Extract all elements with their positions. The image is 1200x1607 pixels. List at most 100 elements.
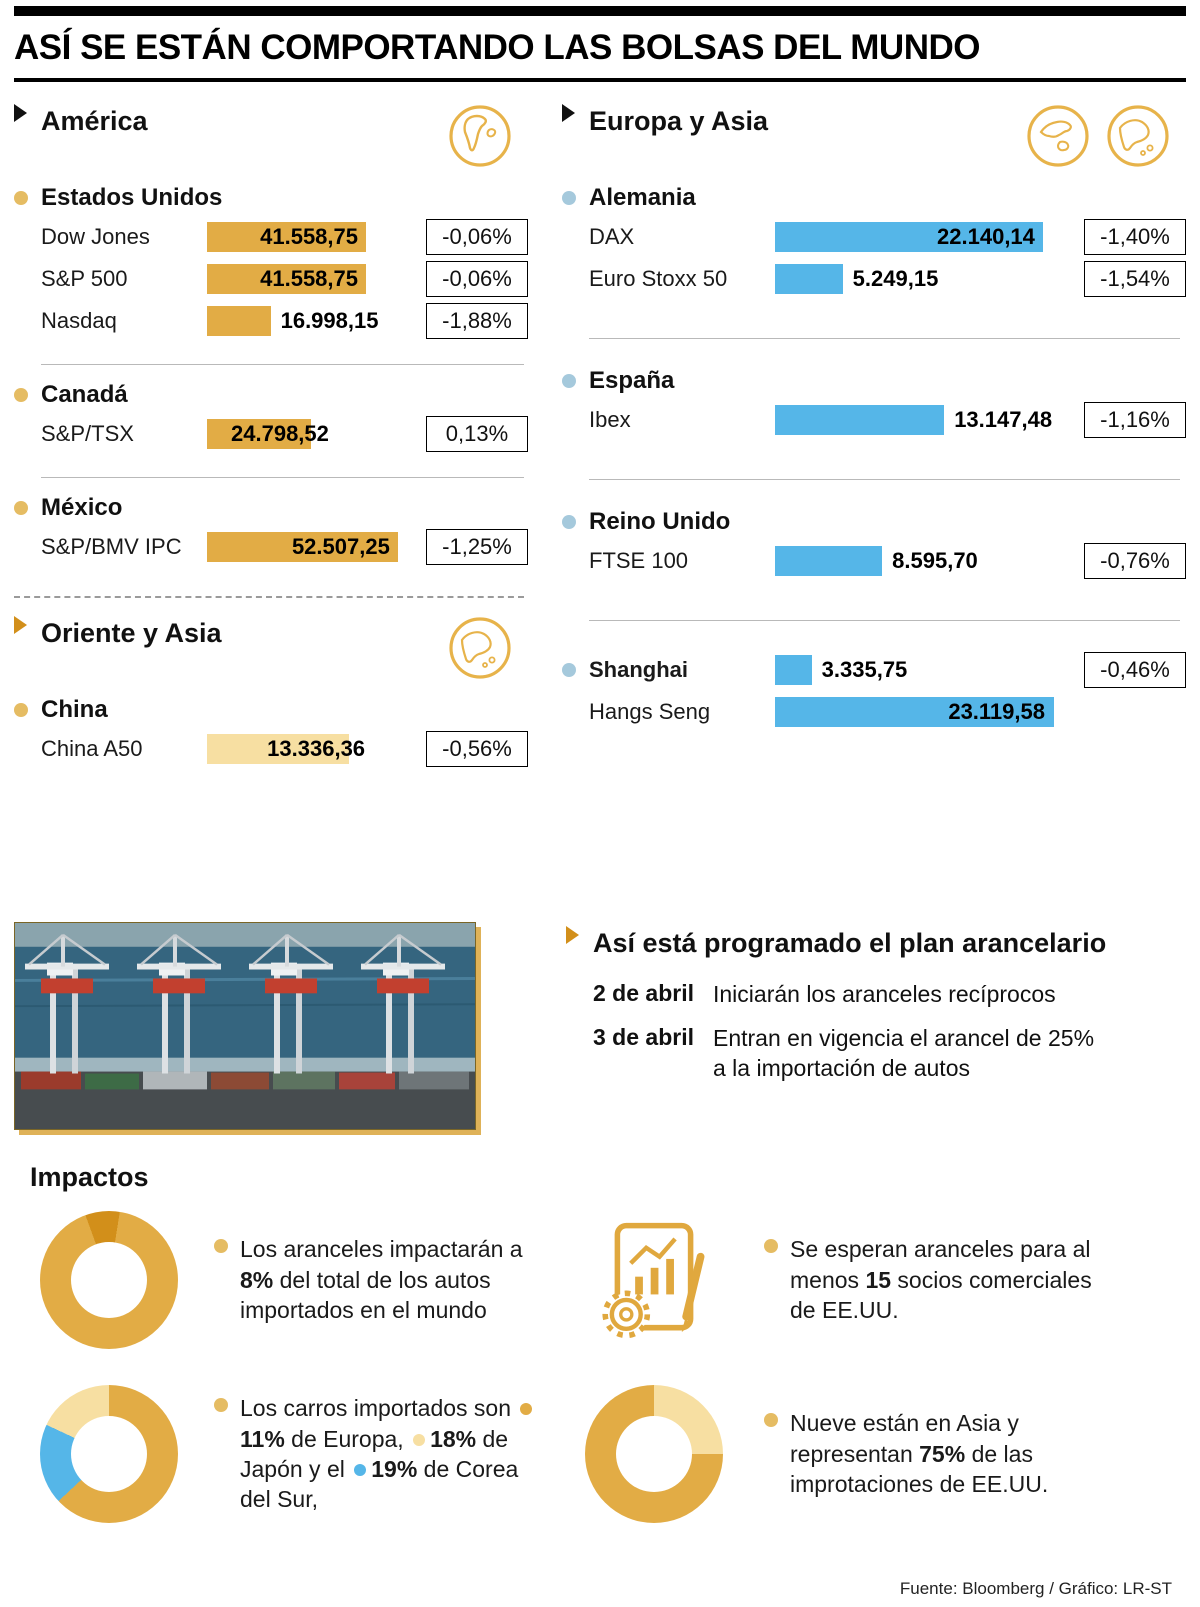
america-column: América Estados Unidos Dow Jones 41.55: [14, 96, 528, 904]
section-header-oriente: Oriente y Asia: [14, 616, 528, 680]
value-bar: [207, 734, 350, 764]
value-bar: [207, 419, 311, 449]
asia-globe-icon: [448, 616, 512, 680]
title-underline: [14, 78, 1186, 82]
value-bar: [775, 264, 843, 294]
source-credit: Fuente: Bloomberg / Gráfico: LR-ST: [899, 1579, 1172, 1598]
section-arrow-icon: [562, 104, 575, 122]
plan-text: Iniciarán los aranceles recíprocos: [713, 981, 1056, 1007]
plan-date: 3 de abril: [593, 1023, 694, 1050]
index-value: 13.147,48: [954, 407, 1053, 432]
change-percent: 0,13%: [426, 416, 528, 452]
market-row: DAX 22.140,14 -1,40%: [562, 216, 1186, 258]
group-estados-unidos: Estados Unidos Dow Jones 41.558,75 -0,06…: [14, 184, 528, 342]
country-bullet-icon: [14, 501, 28, 515]
change-percent: -0,06%: [426, 219, 528, 255]
bar-zone: 24.798,52: [207, 413, 419, 455]
impact-text-part: Nueve están en Asia y representan: [790, 1410, 1019, 1467]
market-row: Ibex 13.147,48 -1,16%: [562, 399, 1186, 441]
impact-text-part: de Corea del Sur,: [240, 1456, 519, 1513]
value-bar: [775, 697, 1055, 727]
tariff-plan: Así está programado el plan arancelario …: [566, 922, 1186, 1130]
donut-chart-asia-75pct: [585, 1385, 723, 1523]
country-name: Estados Unidos: [41, 184, 223, 211]
plan-date: 2 de abril: [593, 980, 694, 1006]
index-value: 24.798,52: [231, 421, 329, 446]
country-bullet-icon: [14, 191, 28, 205]
impact-bold-value: 11%: [240, 1425, 285, 1452]
section-arrow-icon: [14, 616, 27, 634]
market-row: S&P/TSX 24.798,52 0,13%: [14, 413, 528, 455]
market-row: Euro Stoxx 50 5.249,15 -1,54%: [562, 258, 1186, 300]
value-bar: [207, 264, 366, 294]
impact-item: Se esperan aranceles para al menos 15 so…: [764, 1234, 1098, 1325]
divider: [589, 620, 1180, 621]
group-reino-unido: Reino Unido FTSE 100 8.595,70 -0,76%: [562, 508, 1186, 582]
value-bar: [207, 222, 366, 252]
section-header-europa: Europa y Asia: [562, 104, 1186, 168]
plan-item: 2 de abril Iniciarán los aranceles recíp…: [593, 980, 1186, 1010]
index-value: 41.558,75: [260, 266, 358, 291]
impact-text-part: Los carros importados son: [240, 1395, 518, 1422]
change-percent: -1,40%: [1084, 219, 1186, 255]
country-name: México: [41, 494, 123, 521]
change-percent: -0,46%: [1084, 652, 1186, 688]
bullet-icon: [764, 1239, 778, 1254]
index-name: S&P 500: [41, 266, 128, 291]
country-name: Alemania: [589, 184, 696, 211]
plan-item: 3 de abril Entran en vigencia el arancel…: [593, 1024, 1186, 1084]
bullet-icon: [214, 1239, 228, 1254]
japon-share-bullet-icon: [413, 1433, 426, 1446]
index-name: FTSE 100: [589, 548, 689, 573]
group-shanghai-hangseng: Shanghai 3.335,75 -0,46% Hangs Seng 23.1…: [562, 649, 1186, 733]
impact-item: Nueve están en Asia y representan 75% de…: [764, 1408, 1098, 1499]
market-row: S&P/BMV IPC 52.507,25 -1,25%: [14, 526, 528, 568]
impact-text-part: Los aranceles impactarán a: [240, 1236, 523, 1263]
index-value: 8.595,70: [892, 548, 978, 573]
dashed-divider: [14, 596, 524, 598]
index-name: Hangs Seng: [589, 699, 711, 724]
section-title: América: [41, 106, 148, 136]
index-value: 13.336,36: [267, 736, 366, 761]
index-name: Euro Stoxx 50: [589, 266, 728, 291]
group-china: China China A50 13.336,36 -0,56%: [14, 696, 528, 770]
index-value: 16.998,15: [280, 308, 379, 333]
impact-item: Los aranceles impactarán a 8% del total …: [214, 1234, 544, 1325]
corea-share-bullet-icon: [354, 1463, 367, 1476]
section-title: Europa y Asia: [589, 106, 769, 136]
donut-chart-autos-8pct: [40, 1211, 178, 1349]
group-alemania: Alemania DAX 22.140,14 -1,40% Euro Stoxx…: [562, 184, 1186, 300]
index-value: 22.140,14: [937, 224, 1035, 249]
impact-text-part: de Europa,: [284, 1425, 411, 1452]
impact-text-part: Se esperan aranceles para al menos: [790, 1236, 1091, 1293]
section-title: Oriente y Asia: [41, 618, 222, 648]
bar-zone: 3.335,75: [775, 649, 1057, 691]
plan-title: Así está programado el plan arancelario: [593, 928, 1107, 958]
impactos-title: Impactos: [30, 1162, 149, 1192]
group-mexico: México S&P/BMV IPC 52.507,25 -1,25%: [14, 494, 528, 568]
plan-text: Entran en vigencia el arancel de 25% a l…: [713, 1024, 1095, 1081]
country-bullet-icon: [562, 515, 576, 529]
index-value: 3.335,75: [821, 657, 908, 682]
europa-asia-column: Europa y Asia Alemania DAX: [562, 96, 1186, 904]
impact-bold-value: 18%: [430, 1425, 477, 1452]
change-percent: -0,76%: [1084, 543, 1186, 579]
index-name: China A50: [41, 736, 143, 761]
index-value: 41.558,75: [260, 224, 358, 249]
index-name: Shanghai: [589, 657, 689, 682]
index-name: S&P/BMV IPC: [41, 534, 182, 559]
bar-zone: 41.558,75: [207, 258, 419, 300]
index-name: Ibex: [589, 407, 631, 432]
country-name: España: [589, 367, 675, 394]
bar-zone: 13.147,48: [775, 399, 1057, 441]
impact-text-part: de las improtaciones de EE.UU.: [790, 1440, 1049, 1498]
impact-bold-value: 15: [865, 1266, 892, 1293]
page-title: ASÍ SE ESTÁN COMPORTANDO LAS BOLSAS DEL …: [14, 28, 980, 67]
section-arrow-icon: [566, 926, 579, 944]
country-name: Reino Unido: [589, 508, 731, 535]
value-bar: [775, 405, 945, 435]
value-bar: [775, 222, 1043, 252]
bar-zone: 16.998,15: [207, 300, 419, 342]
change-percent: -1,25%: [426, 529, 528, 565]
plan-section: Así está programado el plan arancelario …: [0, 904, 1200, 1130]
